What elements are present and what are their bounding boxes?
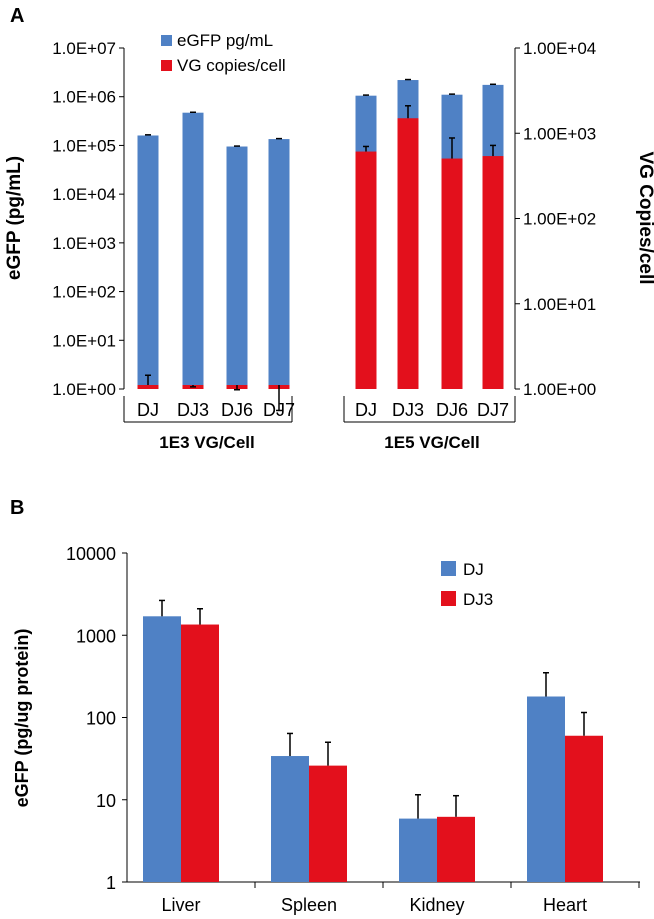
category-label: DJ7 xyxy=(263,400,295,420)
category-label-b: Kidney xyxy=(409,895,464,915)
y-axis-label-left: eGFP (pg/mL) xyxy=(4,156,25,280)
legend-swatch-dj xyxy=(441,561,456,576)
category-label: DJ6 xyxy=(436,400,468,420)
bar-egfp xyxy=(268,139,290,389)
bar-dj3 xyxy=(309,765,347,882)
y-right-tick-label: 1.00E+04 xyxy=(523,39,596,58)
y-left-tick-label: 1.0E+02 xyxy=(52,283,116,302)
y-right-tick-label: 1.00E+00 xyxy=(523,380,596,399)
category-label-b: Spleen xyxy=(281,895,337,915)
legend-a: eGFP pg/mL VG copies/cell xyxy=(161,31,286,75)
y-left-tick-label: 1.0E+04 xyxy=(52,185,116,204)
y-axis-label-right: VG Copies/cell xyxy=(635,151,654,284)
y-axis-label-b: eGFP (pg/ug protein) xyxy=(12,629,32,808)
category-label: DJ xyxy=(355,400,377,420)
y-left-tick-label: 1.0E+05 xyxy=(52,136,116,155)
legend-swatch-vg-copies xyxy=(161,60,172,71)
y-left-tick-label: 1.0E+07 xyxy=(52,39,116,58)
chart-a: A eGFP (pg/mL) VG Copies/cell 1.0E+001.0… xyxy=(4,5,654,452)
bar-dj xyxy=(271,756,309,882)
category-label: DJ3 xyxy=(392,400,424,420)
bar-vg-copies xyxy=(355,151,377,389)
bar-dj3 xyxy=(181,624,219,882)
y-tick-label-b: 1000 xyxy=(76,626,116,646)
legend-swatch-dj3 xyxy=(441,591,456,606)
y-tick-label-b: 10000 xyxy=(66,544,116,564)
legend-swatch-egfp xyxy=(161,35,172,46)
bar-egfp xyxy=(137,135,159,389)
bar-egfp xyxy=(226,146,248,389)
category-label-b: Heart xyxy=(543,895,587,915)
y-left-tick-label: 1.0E+01 xyxy=(52,331,116,350)
y-tick-label-b: 10 xyxy=(96,791,116,811)
y-right-tick-label: 1.00E+01 xyxy=(523,295,596,314)
bar-vg-copies xyxy=(137,385,159,389)
group-label-1e5: 1E5 VG/Cell xyxy=(384,433,479,452)
y-left-tick-label: 1.0E+03 xyxy=(52,234,116,253)
plot-area-a: 1.0E+00 1.0E+01 1.0E+02 1.0E+03 1.0E+04 1.0E+… xyxy=(52,39,596,423)
bar-vg-copies xyxy=(397,118,419,389)
group-label-1e3: 1E3 VG/Cell xyxy=(159,433,254,452)
category-label: DJ6 xyxy=(221,400,253,420)
y-tick-label-b: 1 xyxy=(106,873,116,893)
plot-area-b: 1 10 100 1000 10000 Liver Spleen Kidney Heart xyxy=(66,544,640,915)
y-right-tick-label: 1.00E+02 xyxy=(523,210,596,229)
panel-label-a: A xyxy=(10,5,24,27)
category-label: DJ7 xyxy=(477,400,509,420)
y-left-tick-label: 1.0E+00 xyxy=(52,380,116,399)
legend-b: DJ DJ3 xyxy=(441,560,493,609)
category-label: DJ xyxy=(137,400,159,420)
panel-label-b: B xyxy=(10,497,24,519)
legend-label-vg-copies: VG copies/cell xyxy=(177,56,286,75)
bar-vg-copies xyxy=(482,156,504,389)
bar-dj xyxy=(143,616,181,882)
bar-dj xyxy=(527,696,565,882)
category-label: DJ3 xyxy=(177,400,209,420)
bar-dj3 xyxy=(565,735,603,882)
bar-vg-copies xyxy=(441,158,463,389)
legend-label-dj: DJ xyxy=(463,560,484,579)
bar-dj xyxy=(399,818,437,882)
legend-label-egfp: eGFP pg/mL xyxy=(177,31,273,50)
bar-egfp xyxy=(182,112,204,389)
y-right-tick-label: 1.00E+03 xyxy=(523,124,596,143)
legend-label-dj3: DJ3 xyxy=(463,590,493,609)
y-tick-label-b: 100 xyxy=(86,709,116,729)
y-left-tick-label: 1.0E+06 xyxy=(52,88,116,107)
bar-dj3 xyxy=(437,816,475,882)
category-label-b: Liver xyxy=(161,895,200,915)
